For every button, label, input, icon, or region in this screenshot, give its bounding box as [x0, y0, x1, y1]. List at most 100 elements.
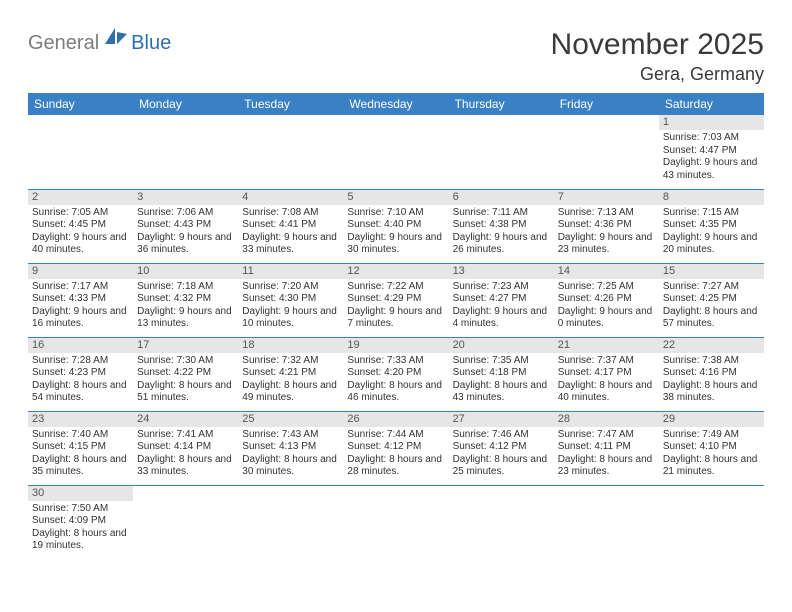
calendar-day-cell: 12Sunrise: 7:22 AMSunset: 4:29 PMDayligh… [343, 263, 448, 337]
calendar-day-cell: 5Sunrise: 7:10 AMSunset: 4:40 PMDaylight… [343, 189, 448, 263]
day-content: Sunrise: 7:43 AMSunset: 4:13 PMDaylight:… [238, 427, 343, 483]
day-content: Sunrise: 7:05 AMSunset: 4:45 PMDaylight:… [28, 205, 133, 261]
calendar-day-cell: 15Sunrise: 7:27 AMSunset: 4:25 PMDayligh… [659, 263, 764, 337]
weekday-header: Thursday [449, 93, 554, 115]
calendar-day-cell: 16Sunrise: 7:28 AMSunset: 4:23 PMDayligh… [28, 337, 133, 411]
calendar-day-cell: .. [554, 115, 659, 189]
calendar-day-cell: 26Sunrise: 7:44 AMSunset: 4:12 PMDayligh… [343, 411, 448, 485]
calendar-day-cell: 11Sunrise: 7:20 AMSunset: 4:30 PMDayligh… [238, 263, 343, 337]
calendar-day-cell: 14Sunrise: 7:25 AMSunset: 4:26 PMDayligh… [554, 263, 659, 337]
day-number: 29 [659, 412, 764, 427]
day-number: 27 [449, 412, 554, 427]
day-content: Sunrise: 7:38 AMSunset: 4:16 PMDaylight:… [659, 353, 764, 409]
logo-text-blue: Blue [131, 32, 171, 55]
calendar-day-cell: .. [449, 485, 554, 559]
day-number: 25 [238, 412, 343, 427]
day-number: 6 [449, 190, 554, 205]
day-number: 22 [659, 338, 764, 353]
calendar-day-cell: .. [133, 115, 238, 189]
calendar-header-row: SundayMondayTuesdayWednesdayThursdayFrid… [28, 93, 764, 115]
day-number: 14 [554, 264, 659, 279]
weekday-header: Tuesday [238, 93, 343, 115]
day-content: Sunrise: 7:49 AMSunset: 4:10 PMDaylight:… [659, 427, 764, 483]
calendar-day-cell: 20Sunrise: 7:35 AMSunset: 4:18 PMDayligh… [449, 337, 554, 411]
day-number: 9 [28, 264, 133, 279]
day-content: Sunrise: 7:13 AMSunset: 4:36 PMDaylight:… [554, 205, 659, 261]
calendar-day-cell: .. [238, 115, 343, 189]
calendar-day-cell: 13Sunrise: 7:23 AMSunset: 4:27 PMDayligh… [449, 263, 554, 337]
day-number: 5 [343, 190, 448, 205]
calendar-day-cell: 4Sunrise: 7:08 AMSunset: 4:41 PMDaylight… [238, 189, 343, 263]
day-number: 1 [659, 115, 764, 130]
day-number: 13 [449, 264, 554, 279]
day-content: Sunrise: 7:27 AMSunset: 4:25 PMDaylight:… [659, 279, 764, 335]
weekday-header: Wednesday [343, 93, 448, 115]
day-number: 7 [554, 190, 659, 205]
calendar-day-cell: 30Sunrise: 7:50 AMSunset: 4:09 PMDayligh… [28, 485, 133, 559]
calendar-week-row: 16Sunrise: 7:28 AMSunset: 4:23 PMDayligh… [28, 337, 764, 411]
calendar-day-cell: 24Sunrise: 7:41 AMSunset: 4:14 PMDayligh… [133, 411, 238, 485]
calendar-day-cell: 3Sunrise: 7:06 AMSunset: 4:43 PMDaylight… [133, 189, 238, 263]
calendar-day-cell: 23Sunrise: 7:40 AMSunset: 4:15 PMDayligh… [28, 411, 133, 485]
day-number: 15 [659, 264, 764, 279]
calendar-week-row: ............1Sunrise: 7:03 AMSunset: 4:4… [28, 115, 764, 189]
day-number: 30 [28, 486, 133, 501]
calendar-day-cell: .. [449, 115, 554, 189]
day-content: Sunrise: 7:08 AMSunset: 4:41 PMDaylight:… [238, 205, 343, 261]
day-content: Sunrise: 7:40 AMSunset: 4:15 PMDaylight:… [28, 427, 133, 483]
day-content: Sunrise: 7:35 AMSunset: 4:18 PMDaylight:… [449, 353, 554, 409]
calendar-week-row: 2Sunrise: 7:05 AMSunset: 4:45 PMDaylight… [28, 189, 764, 263]
calendar-week-row: 9Sunrise: 7:17 AMSunset: 4:33 PMDaylight… [28, 263, 764, 337]
day-content: Sunrise: 7:15 AMSunset: 4:35 PMDaylight:… [659, 205, 764, 261]
day-content: Sunrise: 7:30 AMSunset: 4:22 PMDaylight:… [133, 353, 238, 409]
weekday-header: Sunday [28, 93, 133, 115]
day-number: 19 [343, 338, 448, 353]
day-number: 21 [554, 338, 659, 353]
calendar-day-cell: 6Sunrise: 7:11 AMSunset: 4:38 PMDaylight… [449, 189, 554, 263]
weekday-header: Saturday [659, 93, 764, 115]
location-subtitle: Gera, Germany [551, 64, 764, 85]
day-number: 8 [659, 190, 764, 205]
day-content: Sunrise: 7:23 AMSunset: 4:27 PMDaylight:… [449, 279, 554, 335]
day-content: Sunrise: 7:10 AMSunset: 4:40 PMDaylight:… [343, 205, 448, 261]
day-number: 2 [28, 190, 133, 205]
day-number: 11 [238, 264, 343, 279]
day-number: 18 [238, 338, 343, 353]
calendar-day-cell: .. [343, 115, 448, 189]
header: General Blue November 2025 Gera, Germany [28, 28, 764, 85]
day-number: 26 [343, 412, 448, 427]
day-content: Sunrise: 7:28 AMSunset: 4:23 PMDaylight:… [28, 353, 133, 409]
day-number: 17 [133, 338, 238, 353]
day-content: Sunrise: 7:32 AMSunset: 4:21 PMDaylight:… [238, 353, 343, 409]
calendar-day-cell: 17Sunrise: 7:30 AMSunset: 4:22 PMDayligh… [133, 337, 238, 411]
calendar-week-row: 23Sunrise: 7:40 AMSunset: 4:15 PMDayligh… [28, 411, 764, 485]
day-content: Sunrise: 7:11 AMSunset: 4:38 PMDaylight:… [449, 205, 554, 261]
day-content: Sunrise: 7:50 AMSunset: 4:09 PMDaylight:… [28, 501, 133, 557]
calendar-day-cell: 27Sunrise: 7:46 AMSunset: 4:12 PMDayligh… [449, 411, 554, 485]
calendar-day-cell: 19Sunrise: 7:33 AMSunset: 4:20 PMDayligh… [343, 337, 448, 411]
day-number: 23 [28, 412, 133, 427]
calendar-day-cell: 28Sunrise: 7:47 AMSunset: 4:11 PMDayligh… [554, 411, 659, 485]
calendar-day-cell: 9Sunrise: 7:17 AMSunset: 4:33 PMDaylight… [28, 263, 133, 337]
calendar-day-cell: 2Sunrise: 7:05 AMSunset: 4:45 PMDaylight… [28, 189, 133, 263]
calendar-day-cell: 18Sunrise: 7:32 AMSunset: 4:21 PMDayligh… [238, 337, 343, 411]
day-number: 12 [343, 264, 448, 279]
calendar-day-cell: 29Sunrise: 7:49 AMSunset: 4:10 PMDayligh… [659, 411, 764, 485]
day-content: Sunrise: 7:06 AMSunset: 4:43 PMDaylight:… [133, 205, 238, 261]
day-number: 28 [554, 412, 659, 427]
day-content: Sunrise: 7:18 AMSunset: 4:32 PMDaylight:… [133, 279, 238, 335]
day-number: 4 [238, 190, 343, 205]
logo-text-general: General [28, 32, 99, 55]
weekday-header: Friday [554, 93, 659, 115]
day-content: Sunrise: 7:44 AMSunset: 4:12 PMDaylight:… [343, 427, 448, 483]
logo-sail-icon [103, 26, 129, 51]
day-number: 3 [133, 190, 238, 205]
calendar-table: SundayMondayTuesdayWednesdayThursdayFrid… [28, 93, 764, 559]
day-content: Sunrise: 7:20 AMSunset: 4:30 PMDaylight:… [238, 279, 343, 335]
day-number: 10 [133, 264, 238, 279]
calendar-day-cell: .. [238, 485, 343, 559]
calendar-week-row: 30Sunrise: 7:50 AMSunset: 4:09 PMDayligh… [28, 485, 764, 559]
page-title: November 2025 [551, 28, 764, 62]
calendar-day-cell: 25Sunrise: 7:43 AMSunset: 4:13 PMDayligh… [238, 411, 343, 485]
day-content: Sunrise: 7:25 AMSunset: 4:26 PMDaylight:… [554, 279, 659, 335]
